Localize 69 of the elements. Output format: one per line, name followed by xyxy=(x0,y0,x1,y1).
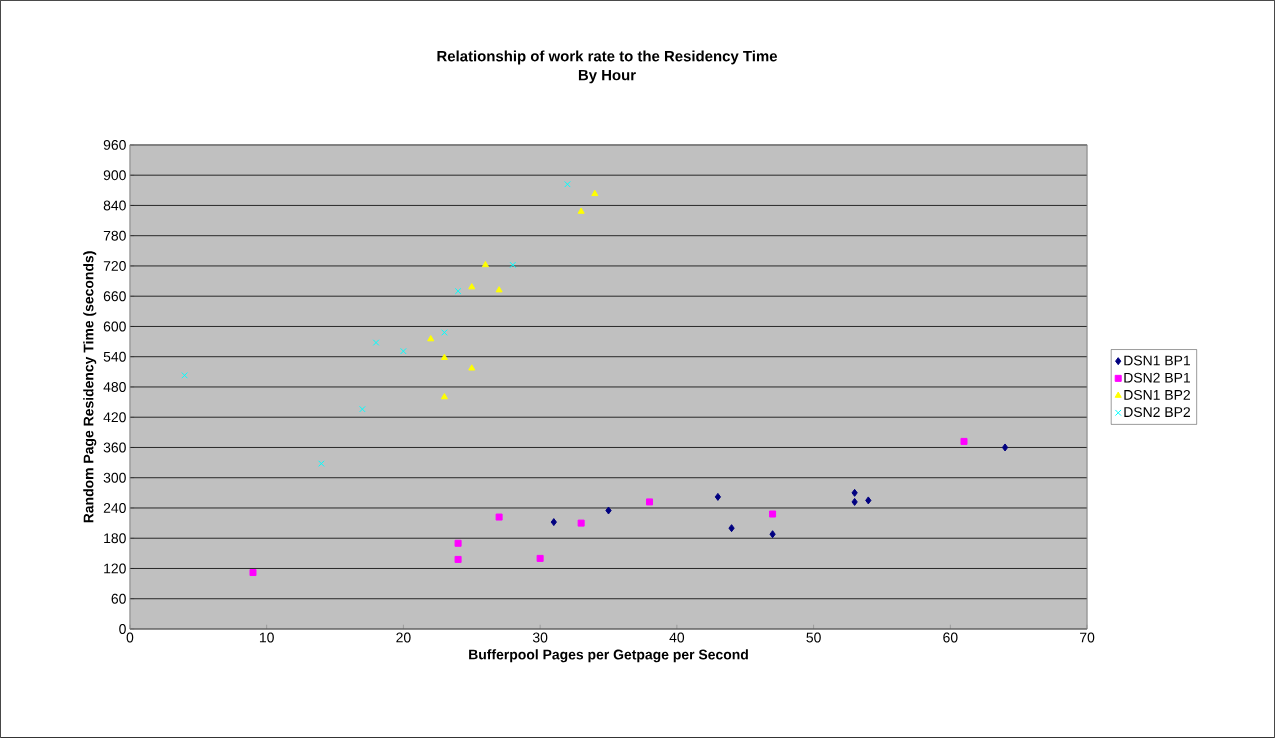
y-tick-label: 600 xyxy=(103,321,126,332)
point xyxy=(769,510,777,518)
x-axis-title: Bufferpool Pages per Getpage per Second xyxy=(469,649,748,663)
point xyxy=(769,530,776,539)
legend-label: DSN1 BP2 xyxy=(1124,389,1190,400)
point xyxy=(564,180,571,188)
y-tick-label: 840 xyxy=(103,200,126,211)
point xyxy=(605,506,612,515)
point xyxy=(359,405,366,413)
x-tick-label: 20 xyxy=(396,632,411,643)
point xyxy=(646,498,654,506)
point xyxy=(440,353,448,361)
point xyxy=(960,437,968,445)
y-tick-label: 240 xyxy=(103,503,126,513)
point xyxy=(851,488,858,497)
y-tick-label: 0 xyxy=(119,624,126,634)
y-tick-label: 60 xyxy=(111,593,126,604)
x-tick-label: 70 xyxy=(1080,632,1095,643)
y-tick-label: 780 xyxy=(103,230,126,241)
x-tick-label: 40 xyxy=(669,632,685,643)
legend-label: DSN2 BP2 xyxy=(1124,407,1190,418)
y-axis-title: Random Page Residency Time (seconds) xyxy=(83,251,97,523)
point xyxy=(591,189,599,197)
x-tick-label: 30 xyxy=(532,632,548,643)
point xyxy=(441,329,448,336)
point xyxy=(249,569,257,577)
point xyxy=(550,518,557,527)
point xyxy=(714,492,722,501)
y-tick-label: 180 xyxy=(104,533,126,544)
chart-subtitle: By Hour xyxy=(578,70,636,84)
x-tick-label: 50 xyxy=(806,632,821,643)
x-tick-label: 10 xyxy=(259,632,274,643)
point xyxy=(1001,443,1009,452)
point xyxy=(318,460,325,467)
point xyxy=(468,283,476,290)
y-tick-label: 660 xyxy=(103,291,126,302)
y-tick-label: 300 xyxy=(103,472,126,483)
y-tick-label: 420 xyxy=(103,412,126,423)
y-tick-label: 540 xyxy=(103,351,126,362)
legend-label: DSN1 BP1 xyxy=(1124,355,1190,366)
point xyxy=(454,287,462,295)
point xyxy=(400,347,407,355)
point xyxy=(728,524,735,533)
point xyxy=(181,372,188,379)
point xyxy=(495,513,503,521)
y-tick-label: 900 xyxy=(103,170,126,181)
y-tick-label: 360 xyxy=(103,442,126,453)
point xyxy=(454,539,462,547)
point xyxy=(468,364,476,371)
chart-title: Relationship of work rate to the Residency Time xyxy=(437,50,778,65)
point xyxy=(427,335,435,342)
point xyxy=(851,497,858,506)
point xyxy=(509,261,517,269)
point xyxy=(495,286,503,293)
point xyxy=(372,339,380,346)
legend-label: DSN2 BP1 xyxy=(1124,372,1190,383)
point xyxy=(454,555,462,563)
x-tick-label: 0 xyxy=(126,632,134,643)
y-tick-label: 480 xyxy=(103,382,126,392)
point xyxy=(536,554,544,562)
point xyxy=(577,519,585,527)
y-tick-label: 720 xyxy=(103,261,126,271)
point xyxy=(577,207,585,214)
y-tick-label: 960 xyxy=(103,140,126,150)
point xyxy=(481,260,489,268)
point xyxy=(865,496,872,505)
y-tick-label: 120 xyxy=(104,563,126,574)
x-tick-label: 60 xyxy=(943,632,958,643)
point xyxy=(440,393,448,400)
